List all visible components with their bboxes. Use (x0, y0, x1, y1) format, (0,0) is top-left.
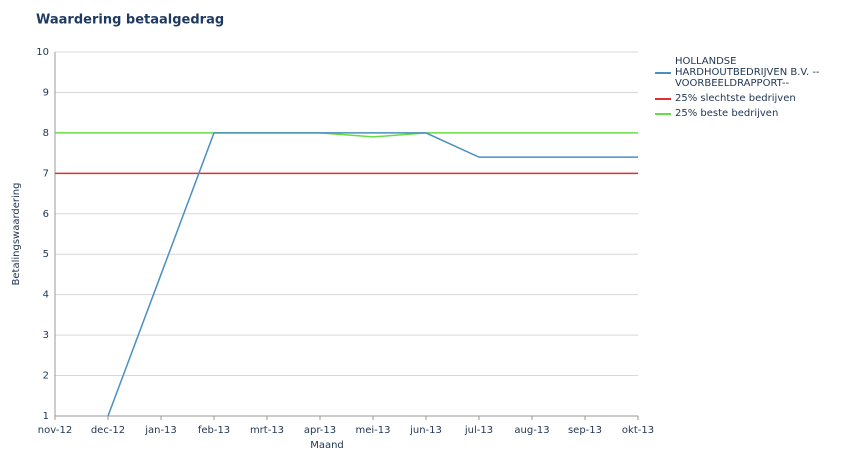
y-tick-label: 1 (43, 411, 49, 422)
legend-swatch (655, 72, 671, 74)
x-axis-label: Maand (310, 440, 344, 450)
x-tick-label: sep-13 (568, 425, 602, 436)
x-tick-label: feb-13 (198, 425, 230, 436)
x-tick-label: apr-13 (304, 425, 336, 436)
y-tick-label: 5 (43, 249, 49, 260)
y-axis-label: Betalingswaardering (11, 183, 22, 286)
chart-title: Waardering betaalgedrag (36, 13, 224, 28)
x-tick-label: nov-12 (38, 425, 72, 436)
x-tick-label: jan-13 (144, 425, 177, 436)
x-tick-label: dec-12 (91, 425, 125, 436)
y-tick-label: 4 (43, 290, 49, 301)
legend-item: 25% beste bedrijven (655, 108, 855, 119)
legend-label: HOLLANDSE HARDHOUTBEDRIJVEN B.V. --VOORB… (675, 56, 820, 89)
series-line (55, 132, 638, 138)
x-tick-label: jul-13 (464, 425, 493, 436)
y-tick-label: 2 (43, 371, 49, 382)
x-tick-label: jun-13 (409, 425, 442, 436)
x-tick-label: aug-13 (514, 425, 549, 436)
y-tick-label: 8 (43, 128, 49, 139)
legend-label: 25% slechtste bedrijven (675, 93, 796, 104)
series-line (107, 132, 638, 417)
legend-item: 25% slechtste bedrijven (655, 93, 855, 104)
y-tick-label: 7 (43, 168, 49, 179)
legend-swatch (655, 113, 671, 115)
legend-swatch (655, 98, 671, 100)
y-tick-label: 3 (43, 330, 49, 341)
y-tick-label: 10 (36, 47, 49, 58)
legend-item: HOLLANDSE HARDHOUTBEDRIJVEN B.V. --VOORB… (655, 56, 855, 89)
legend: HOLLANDSE HARDHOUTBEDRIJVEN B.V. --VOORB… (655, 56, 855, 123)
x-tick-label: mei-13 (355, 425, 390, 436)
y-tick-label: 9 (43, 87, 49, 98)
x-tick-label: okt-13 (622, 425, 654, 436)
legend-label: 25% beste bedrijven (675, 108, 779, 119)
y-tick-label: 6 (43, 209, 49, 220)
x-tick-label: mrt-13 (250, 425, 284, 436)
